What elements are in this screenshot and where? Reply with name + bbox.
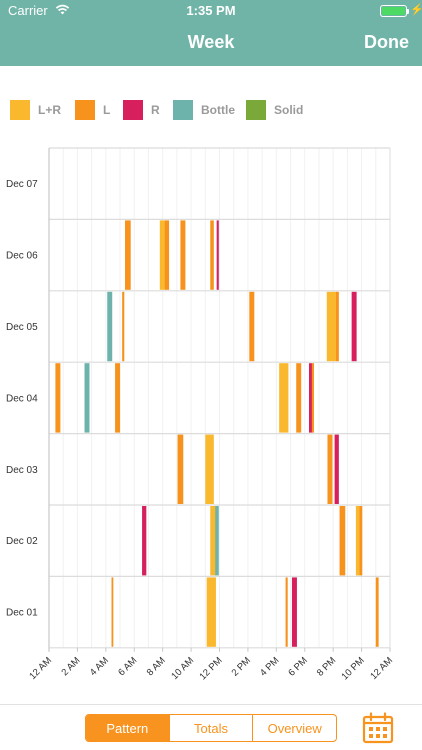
event-bar-l [296, 363, 302, 433]
legend-swatch [123, 100, 143, 120]
event-bar-l [375, 577, 379, 647]
event-bar-r [351, 291, 357, 362]
legend-item-bottle: Bottle [173, 99, 235, 121]
day-label: Dec 04 [6, 393, 38, 404]
charging-icon: ⚡ [410, 4, 422, 16]
event-bar-l [164, 220, 170, 290]
calendar-icon[interactable] [362, 712, 394, 744]
event-bar-r [309, 363, 313, 433]
legend-item-l: L [75, 99, 110, 121]
x-tick-label: 12 PM [197, 655, 224, 682]
week-pattern-chart: Dec 07 Dec 06 Dec 05 Dec 04 Dec 03 Dec 02 Dec … [0, 140, 422, 702]
day-label: Dec 06 [6, 251, 38, 262]
event-bar-r [142, 506, 147, 576]
x-tick-label: 2 AM [59, 655, 82, 678]
battery-icon [380, 5, 407, 17]
legend-item-l-r: L+R [10, 99, 61, 121]
done-button[interactable]: Done [364, 32, 409, 52]
event-bar-l-r [279, 363, 289, 433]
event-bar-r [334, 434, 339, 504]
chart-svg: Dec 07 Dec 06 Dec 05 Dec 04 Dec 03 Dec 02 Dec … [6, 147, 395, 682]
x-tick-label: 6 AM [116, 655, 139, 678]
x-tick-label: 4 AM [88, 655, 111, 678]
day-label: Dec 02 [6, 536, 38, 547]
event-bar-l-r [210, 506, 216, 576]
event-bar-l [210, 220, 214, 290]
legend-label: L [103, 103, 111, 117]
event-bar-l-r [326, 291, 337, 362]
legend-swatch [75, 100, 95, 120]
event-bar-bottle [84, 363, 90, 433]
event-bar-l [339, 506, 346, 576]
x-tick-label: 8 AM [145, 655, 168, 678]
event-bar-l [111, 577, 114, 647]
legend-label: Bottle [201, 103, 235, 117]
event-bar-l-r [355, 506, 360, 576]
status-bar: Carrier 1:35 PM ⚡ [0, 0, 422, 22]
legend-item-solid: Solid [246, 99, 303, 121]
battery-nub [407, 9, 409, 14]
x-tick-label: 10 PM [340, 655, 367, 682]
tab-pattern[interactable]: Pattern [86, 715, 169, 741]
x-tick-label: 10 AM [169, 655, 196, 682]
status-time: 1:35 PM [186, 3, 236, 18]
x-tick-label: 6 PM [286, 655, 310, 679]
x-tick-label: 2 PM [230, 655, 254, 679]
x-tick-label: 12 AM [368, 655, 395, 682]
legend-swatch [173, 100, 193, 120]
legend-label: Solid [274, 103, 304, 117]
legend-swatch [246, 100, 266, 120]
event-bar-l [122, 291, 125, 362]
event-bar-r [291, 577, 297, 647]
view-segmented-control: Pattern Totals Overview [85, 714, 337, 742]
event-bar-l [177, 434, 184, 504]
day-label: Dec 01 [6, 608, 38, 619]
wifi-icon [55, 4, 70, 15]
event-bar-l [285, 577, 288, 647]
x-tick-label: 12 AM [27, 655, 54, 682]
event-bar-r [216, 220, 219, 290]
event-bar-l [180, 220, 186, 290]
carrier-label: Carrier [8, 3, 48, 18]
event-bar-bottle [107, 291, 113, 362]
tab-totals[interactable]: Totals [168, 715, 253, 741]
event-bar-l [115, 363, 121, 433]
bottom-toolbar: Pattern Totals Overview [0, 704, 422, 750]
event-bar-l [359, 506, 363, 576]
event-bar-l [311, 363, 314, 433]
legend-swatch [10, 100, 30, 120]
legend-label: R [151, 103, 160, 117]
event-bar-bottle [215, 506, 219, 576]
page-title: Week [187, 32, 235, 52]
event-bar-l-r [206, 577, 216, 647]
event-bar-l [249, 291, 255, 362]
day-label: Dec 05 [6, 322, 38, 333]
event-bar-l [336, 291, 339, 362]
nav-header: Carrier 1:35 PM ⚡ Week Done [0, 0, 422, 66]
legend-item-r: R [123, 99, 160, 121]
day-label: Dec 07 [6, 179, 38, 190]
legend-label: L+R [38, 103, 62, 117]
x-tick-label: 4 PM [258, 655, 282, 679]
event-bar-l [327, 434, 333, 504]
event-bar-l-r [205, 434, 214, 504]
event-bar-l [55, 363, 61, 433]
tab-overview[interactable]: Overview [252, 715, 336, 741]
event-bar-l-r [159, 220, 166, 290]
x-tick-label: 8 PM [315, 655, 339, 679]
day-label: Dec 03 [6, 465, 38, 476]
event-bar-l [125, 220, 131, 290]
